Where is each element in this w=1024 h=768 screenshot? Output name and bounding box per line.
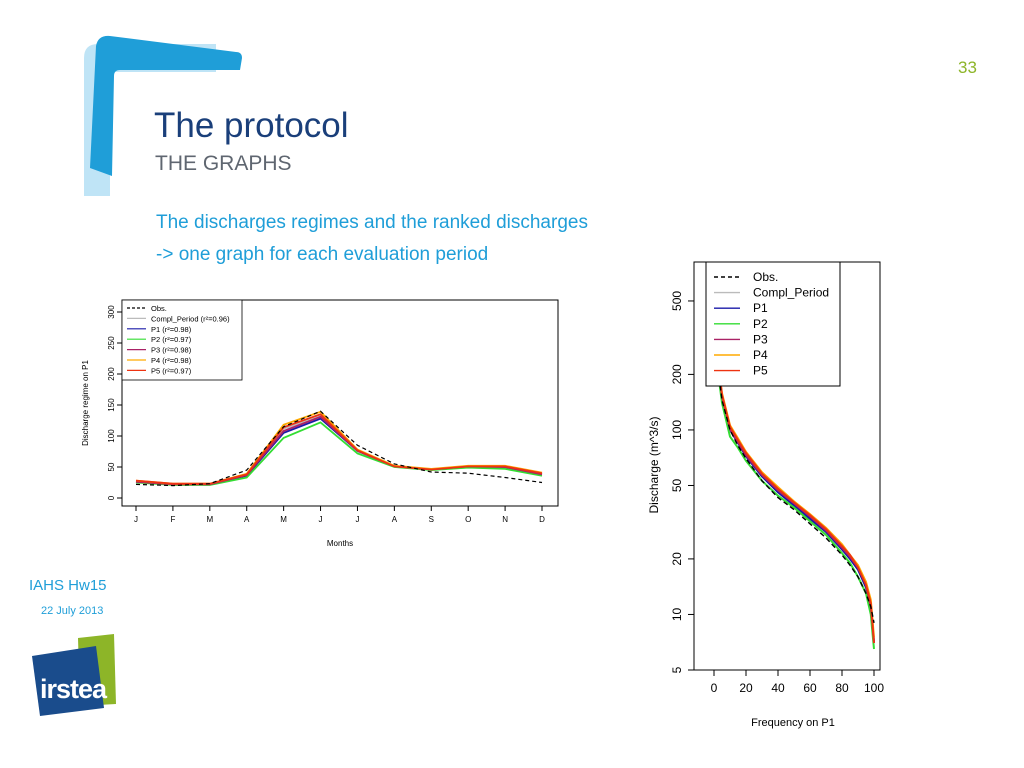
x-tick-label: 0 (711, 681, 718, 695)
x-tick-label: 40 (771, 681, 785, 695)
page-number: 33 (958, 58, 977, 77)
series-line (713, 297, 875, 624)
x-tick-label: J (134, 515, 138, 524)
y-tick-label: 50 (107, 462, 116, 471)
x-tick-label: O (465, 515, 471, 524)
x-tick-label: J (355, 515, 359, 524)
logo-blue-shape (32, 646, 104, 716)
legend-label: P5 (r²=0.97) (151, 366, 192, 375)
body-line-1: The discharges regimes and the ranked di… (156, 212, 588, 233)
series-line (135, 415, 543, 486)
legend-label: Compl_Period (753, 286, 829, 300)
body-line-2: -> one graph for each evaluation period (156, 244, 489, 265)
y-axis-label: Discharge (m^3/s) (647, 417, 661, 514)
y-axis-label: Discharge regime on P1 (81, 360, 90, 446)
y-tick-label: 500 (670, 291, 684, 311)
x-tick-label: A (392, 515, 398, 524)
y-tick-label: 250 (107, 336, 116, 350)
x-tick-label: D (539, 515, 545, 524)
x-tick-label: J (319, 515, 323, 524)
legend-label: P1 (r²=0.98) (151, 325, 192, 334)
footer-conference: IAHS Hw15 (29, 577, 107, 594)
y-tick-label: 200 (670, 364, 684, 384)
y-tick-label: 20 (670, 552, 684, 566)
x-tick-label: 60 (803, 681, 817, 695)
legend-label: P4 (753, 348, 768, 362)
x-axis-label: Months (327, 539, 353, 548)
legend-label: Obs. (753, 270, 778, 284)
legend-label: Obs. (151, 304, 167, 313)
ranked-discharge-chart: 5 10 20 50 100 200 500 0 20 40 60 80 100 Frequency on… (647, 261, 884, 729)
legend-label: P2 (r²=0.97) (151, 335, 192, 344)
x-axis-label: Frequency on P1 (751, 717, 835, 729)
corner-decoration (84, 35, 242, 196)
y-tick-label: 150 (107, 398, 116, 412)
y-tick-label: 0 (107, 495, 116, 500)
logo-text: irstea (40, 674, 107, 704)
series-line (135, 413, 543, 485)
plot-frame (121, 299, 559, 507)
series-line (135, 410, 543, 487)
legend-label: P5 (753, 364, 768, 378)
series-line (135, 410, 543, 485)
x-tick-label: 100 (864, 681, 884, 695)
x-tick-label: N (502, 515, 508, 524)
x-tick-label: 20 (739, 681, 753, 695)
y-tick-label: 50 (670, 478, 684, 492)
legend-label: P2 (753, 317, 768, 331)
legend-box (121, 299, 243, 381)
y-tick-label: 200 (107, 367, 116, 381)
x-tick-label: A (244, 515, 250, 524)
page-title: The protocol (154, 106, 349, 145)
x-tick-label: F (170, 515, 175, 524)
x-tick-label: S (429, 515, 434, 524)
irstea-logo (32, 634, 116, 716)
y-tick-label: 100 (670, 420, 684, 440)
page-subtitle: THE GRAPHS (155, 152, 292, 175)
series-line (135, 415, 543, 486)
x-tick-label: M (280, 515, 287, 524)
y-tick-label: 5 (670, 666, 684, 673)
y-tick-label: 10 (670, 607, 684, 621)
y-tick-label: 300 (107, 305, 116, 319)
x-tick-label: 80 (835, 681, 849, 695)
regime-chart: 0 50 100 150 200 250 300 J F M A M J J A S O N D Months Disc… (81, 299, 559, 548)
legend-label: Compl_Period (r²=0.96) (151, 314, 230, 323)
footer-date: 22 July 2013 (41, 605, 104, 617)
legend-label: P3 (r²=0.98) (151, 346, 192, 355)
legend-label: P3 (753, 332, 768, 346)
x-tick-label: M (206, 515, 213, 524)
corner-shape-blue (90, 35, 242, 176)
legend-label: P4 (r²=0.98) (151, 356, 192, 365)
legend-label: P1 (753, 301, 768, 315)
series-line (135, 417, 543, 486)
y-tick-label: 100 (107, 429, 116, 443)
